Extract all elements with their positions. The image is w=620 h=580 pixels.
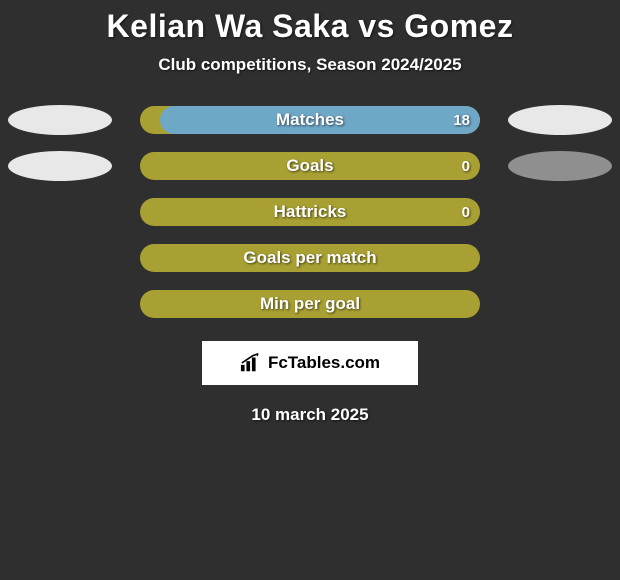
bar-chart-icon	[240, 353, 262, 373]
player-marker-right	[508, 151, 612, 181]
branding-badge: FcTables.com	[202, 341, 418, 385]
stat-row-matches: Matches 18	[0, 105, 620, 135]
stat-row-min-per-goal: Min per goal	[0, 289, 620, 319]
stat-label: Goals per match	[243, 248, 376, 268]
stat-bar: Min per goal	[140, 290, 480, 318]
page-title: Kelian Wa Saka vs Gomez	[0, 8, 620, 45]
caption-date: 10 march 2025	[0, 405, 620, 425]
stat-row-hattricks: Hattricks 0	[0, 197, 620, 227]
stat-bar: Hattricks 0	[140, 198, 480, 226]
stat-label: Hattricks	[274, 202, 347, 222]
stat-label: Min per goal	[260, 294, 360, 314]
page-subtitle: Club competitions, Season 2024/2025	[0, 55, 620, 75]
stat-label: Matches	[276, 110, 344, 130]
stat-value: 0	[462, 158, 470, 175]
stat-bar: Goals per match	[140, 244, 480, 272]
branding-text: FcTables.com	[268, 353, 380, 373]
stat-bar: Goals 0	[140, 152, 480, 180]
stat-value: 0	[462, 204, 470, 221]
player-marker-left	[8, 105, 112, 135]
stats-rows: Matches 18 Goals 0 Hattricks 0	[0, 105, 620, 319]
stat-value: 18	[453, 112, 470, 129]
stat-bar: Matches 18	[140, 106, 480, 134]
stat-row-goals: Goals 0	[0, 151, 620, 181]
stat-label: Goals	[286, 156, 333, 176]
player-marker-right	[508, 105, 612, 135]
comparison-infographic: Kelian Wa Saka vs Gomez Club competition…	[0, 0, 620, 425]
stat-row-goals-per-match: Goals per match	[0, 243, 620, 273]
branding-inner: FcTables.com	[240, 353, 380, 373]
player-marker-left	[8, 151, 112, 181]
